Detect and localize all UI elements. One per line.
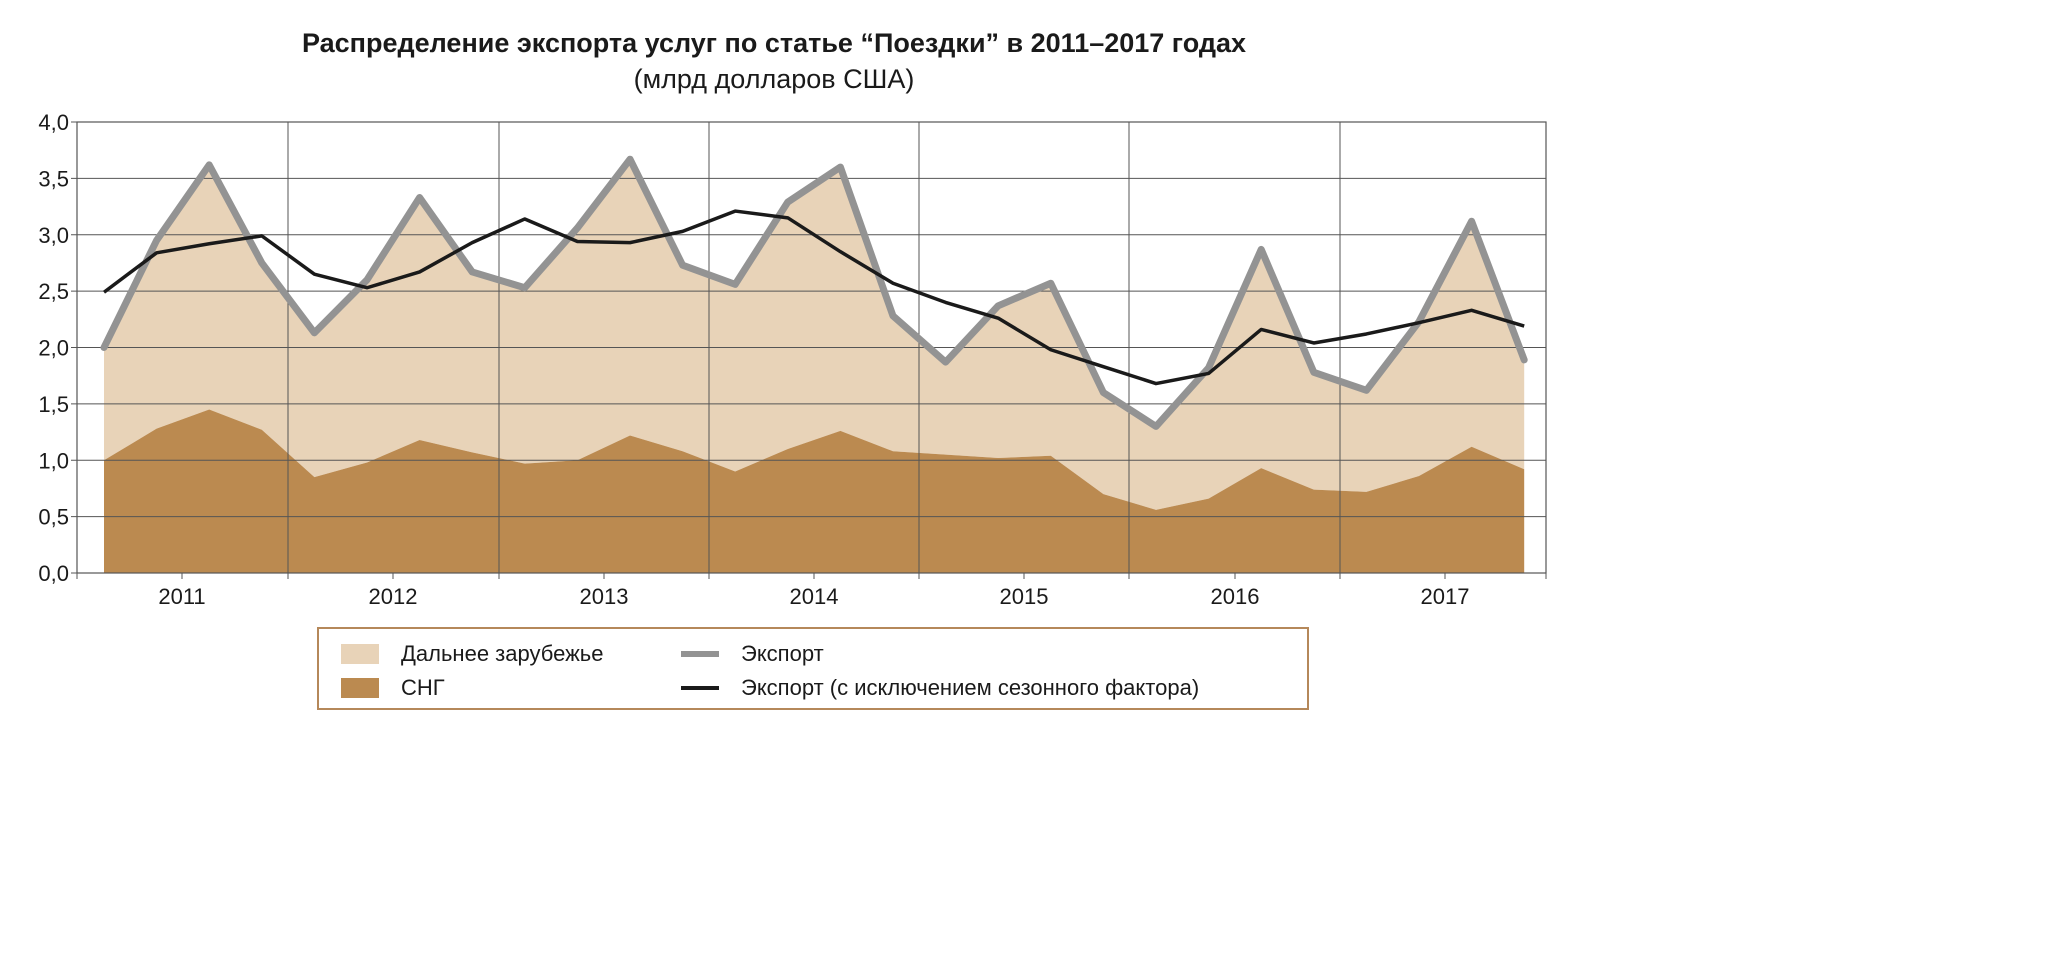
x-tick-label: 2014 xyxy=(790,584,839,609)
chart-plot: 0,0 0,5 1,0 1,5 2,0 2,5 3,0 3,5 4,0 2011 2012 2013 2… xyxy=(38,110,1547,609)
x-tick-label: 2016 xyxy=(1211,584,1260,609)
legend: Дальнее зарубежье СНГ Экспорт Экспорт (с… xyxy=(317,627,1309,710)
x-tick-label: 2012 xyxy=(369,584,418,609)
y-tick-label: 2,0 xyxy=(38,336,69,361)
legend-item-cis: СНГ xyxy=(341,675,445,701)
legend-swatch-far-abroad xyxy=(341,644,379,664)
legend-item-export-sa: Экспорт (с исключением сезонного фактора… xyxy=(681,675,1199,701)
chart-subtitle: (млрд долларов США) xyxy=(633,64,915,94)
legend-label-export: Экспорт xyxy=(741,641,824,666)
x-tick-label: 2011 xyxy=(158,584,205,609)
legend-label-cis: СНГ xyxy=(401,675,445,700)
y-tick-label: 0,5 xyxy=(38,505,69,530)
line-export-seasonally-adjusted xyxy=(102,209,1525,386)
legend-swatch-cis xyxy=(341,678,379,698)
line-export xyxy=(100,155,1528,430)
x-tick-label: 2015 xyxy=(1000,584,1049,609)
y-tick-label: 1,0 xyxy=(38,448,69,473)
y-tick-label: 0,0 xyxy=(38,561,69,586)
area-cis xyxy=(104,409,1525,573)
y-tick-label: 3,0 xyxy=(38,223,69,248)
legend-swatch-export-sa xyxy=(681,686,719,690)
area-far-abroad xyxy=(104,159,1525,510)
legend-item-export: Экспорт xyxy=(681,641,824,667)
y-tick-label: 4,0 xyxy=(38,110,69,135)
legend-swatch-export xyxy=(681,651,719,657)
y-tick-label: 3,5 xyxy=(38,166,69,191)
x-tick-label: 2017 xyxy=(1421,584,1470,609)
legend-label-far-abroad: Дальнее зарубежье xyxy=(401,641,604,666)
y-tick-label: 2,5 xyxy=(38,279,69,304)
chart-title: Распределение экспорта услуг по статье “… xyxy=(301,28,1246,58)
legend-item-far-abroad: Дальнее зарубежье xyxy=(341,641,603,667)
y-tick-label: 1,5 xyxy=(38,392,69,417)
x-tick-label: 2013 xyxy=(580,584,629,609)
legend-label-export-sa: Экспорт (с исключением сезонного фактора… xyxy=(741,675,1200,700)
